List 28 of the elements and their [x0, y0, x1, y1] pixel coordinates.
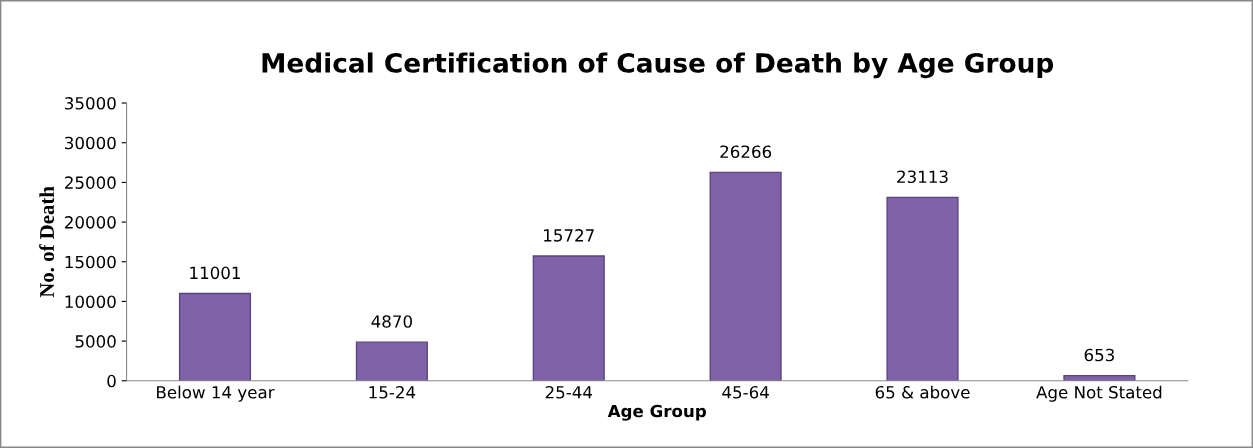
- x-axis-title: Age Group: [607, 404, 706, 421]
- bar: [355, 341, 428, 381]
- bar: [886, 196, 959, 381]
- x-tick-label: 65 & above: [875, 385, 970, 399]
- bar: [709, 171, 782, 381]
- y-tick-label: 25000: [65, 176, 116, 189]
- chart-title: Medical Certification of Cause of Death by Age Group: [262, 52, 1054, 79]
- x-tick-label: Age Not Stated: [1036, 385, 1162, 402]
- data-label: 653: [1084, 348, 1114, 362]
- data-label: 23113: [897, 170, 948, 184]
- bar: [532, 255, 605, 381]
- y-tick-label: 10000: [65, 295, 116, 309]
- data-label: 26266: [720, 145, 772, 159]
- y-tick-label: 20000: [65, 216, 116, 229]
- data-label: 11001: [190, 266, 240, 280]
- x-tick-label: 45-64: [722, 385, 769, 399]
- y-tick-label: 5000: [75, 335, 116, 348]
- y-axis-title: No. of Death: [39, 186, 55, 298]
- y-tick-label: 35000: [65, 97, 116, 110]
- data-label: 15727: [544, 229, 594, 242]
- y-tick-label: 30000: [65, 136, 116, 150]
- y-tick-label: 0: [107, 374, 116, 388]
- x-tick-label: 25-44: [545, 385, 593, 399]
- bar: [178, 292, 252, 381]
- y-tick-label: 15000: [65, 255, 116, 269]
- x-tick-label: 15-24: [369, 385, 416, 399]
- x-tick-label: Below 14 year: [157, 385, 275, 402]
- data-label: 4870: [371, 315, 412, 328]
